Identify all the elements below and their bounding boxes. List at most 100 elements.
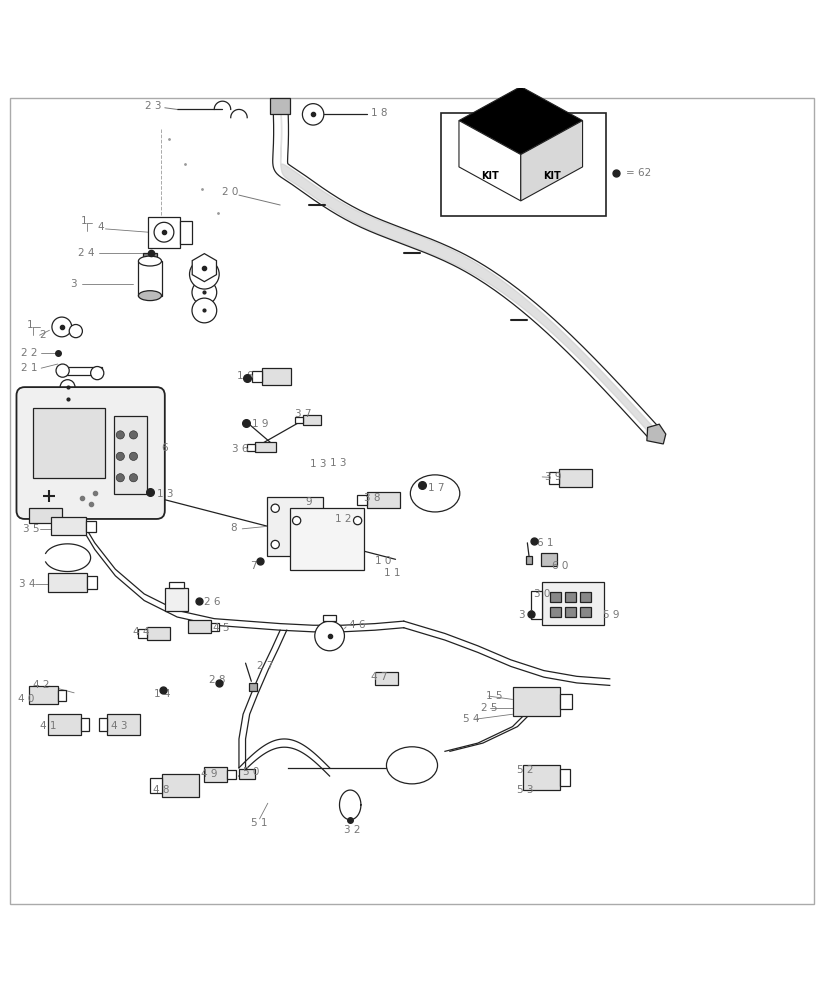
Text: 1 3: 1 3 [157, 489, 173, 499]
Text: 3 6: 3 6 [232, 444, 249, 454]
Circle shape [116, 431, 124, 439]
Bar [560, 769, 570, 786]
Bar [59, 367, 102, 375]
Ellipse shape [138, 256, 162, 266]
Bar [86, 521, 96, 532]
Circle shape [60, 380, 75, 395]
Bar [165, 588, 188, 611]
Bar [262, 368, 291, 385]
Text: 2 1: 2 1 [21, 363, 38, 373]
Text: 2: 2 [40, 330, 46, 340]
FancyBboxPatch shape [16, 387, 165, 519]
Text: 3 1: 3 1 [519, 610, 536, 620]
Circle shape [56, 364, 69, 377]
Text: 4 6: 4 6 [349, 620, 366, 630]
Bar [188, 620, 211, 633]
Text: 5 1: 5 1 [251, 818, 268, 828]
Bar [99, 718, 107, 731]
Bar [270, 98, 290, 114]
Bar [550, 592, 561, 602]
Bar [180, 221, 192, 244]
Bar [357, 495, 367, 505]
Bar [559, 469, 592, 487]
Text: 1 9: 1 9 [252, 419, 269, 429]
Bar [33, 408, 105, 478]
Text: 3 2: 3 2 [344, 825, 361, 835]
Circle shape [154, 222, 174, 242]
Text: KIT: KIT [481, 171, 499, 181]
Text: 5 4: 5 4 [463, 714, 480, 724]
Circle shape [271, 504, 279, 512]
Polygon shape [521, 121, 583, 201]
Text: 2 4: 2 4 [78, 248, 95, 258]
Bar [549, 472, 559, 484]
Bar [531, 591, 542, 619]
Text: 1: 1 [26, 320, 33, 330]
Circle shape [302, 104, 324, 125]
Bar [204, 767, 227, 782]
Bar [147, 627, 170, 640]
Bar [48, 573, 87, 592]
Text: 1 3: 1 3 [330, 458, 346, 468]
Circle shape [192, 280, 217, 305]
Text: 3 4: 3 4 [19, 579, 35, 589]
Bar [29, 686, 58, 704]
Bar [513, 687, 560, 716]
Text: 1: 1 [81, 216, 87, 226]
Text: 2 8: 2 8 [209, 675, 226, 685]
Bar [565, 592, 576, 602]
Text: 1 5: 1 5 [486, 691, 503, 701]
Circle shape [116, 474, 124, 482]
Bar [169, 582, 184, 588]
Bar [542, 582, 604, 625]
Text: 1 2: 1 2 [335, 514, 351, 524]
Text: 1 6: 1 6 [237, 371, 254, 381]
Bar [211, 623, 219, 631]
Text: 1 4: 1 4 [154, 689, 171, 699]
Circle shape [353, 516, 362, 525]
Text: = 62: = 62 [626, 168, 652, 178]
Text: 3 9: 3 9 [545, 472, 562, 482]
Circle shape [315, 621, 344, 651]
Bar [367, 492, 400, 508]
Bar [267, 497, 323, 556]
Bar [51, 517, 86, 535]
Ellipse shape [386, 747, 438, 784]
Text: 5 0: 5 0 [243, 767, 260, 777]
Circle shape [190, 259, 219, 289]
Bar [107, 714, 140, 735]
Text: 4: 4 [97, 222, 104, 232]
Circle shape [293, 516, 301, 525]
Bar [138, 261, 162, 296]
Text: 1 0: 1 0 [375, 556, 391, 566]
Text: 1 8: 1 8 [371, 108, 387, 118]
Bar [255, 442, 276, 452]
Bar [580, 592, 591, 602]
Circle shape [129, 431, 138, 439]
Bar [143, 253, 157, 261]
Bar [295, 417, 303, 423]
Circle shape [116, 452, 124, 460]
Bar [29, 508, 62, 523]
Bar [249, 683, 257, 691]
Text: 1 1: 1 1 [384, 568, 400, 578]
Polygon shape [192, 254, 217, 282]
Text: 4 3: 4 3 [111, 721, 128, 731]
Bar [565, 607, 576, 617]
Bar [87, 576, 97, 589]
Circle shape [52, 317, 72, 337]
Text: 2 0: 2 0 [222, 187, 239, 197]
Text: 2 2: 2 2 [21, 348, 38, 358]
Bar [150, 778, 162, 793]
Polygon shape [459, 121, 521, 201]
Bar [526, 556, 532, 564]
Circle shape [271, 540, 279, 549]
Circle shape [129, 452, 138, 460]
Circle shape [91, 367, 104, 380]
Text: 2 5: 2 5 [481, 703, 498, 713]
Text: 4 9: 4 9 [201, 769, 218, 779]
Bar [227, 770, 236, 779]
Text: 4 7: 4 7 [371, 672, 387, 682]
Text: 4 8: 4 8 [153, 785, 170, 795]
Text: 3 8: 3 8 [364, 493, 381, 503]
